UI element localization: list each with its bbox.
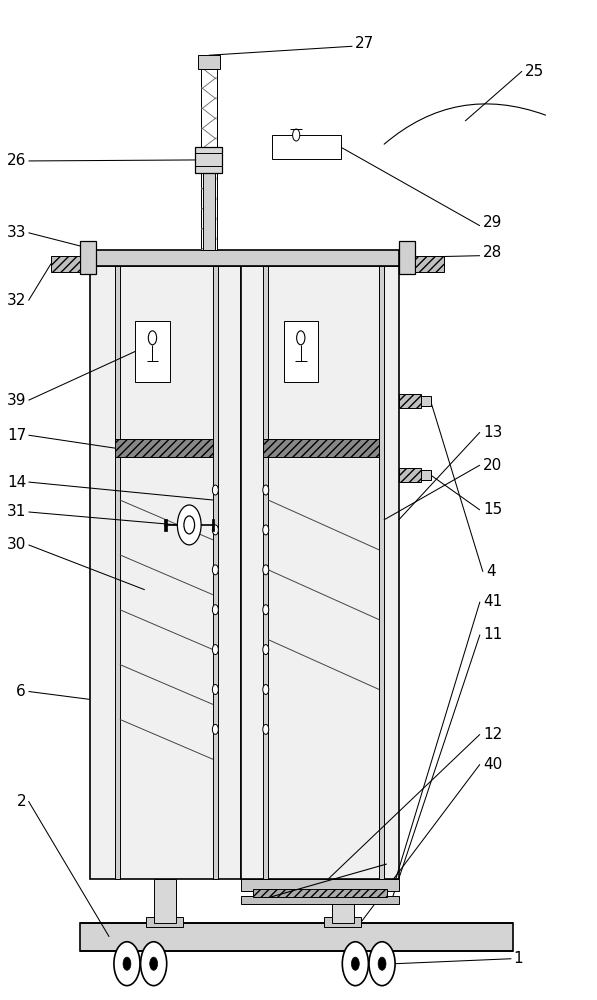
Circle shape <box>263 645 269 655</box>
Text: 40: 40 <box>483 757 502 772</box>
Bar <box>153 879 176 923</box>
Bar <box>421 470 430 480</box>
Bar <box>136 321 170 382</box>
Bar <box>241 266 399 879</box>
Bar <box>263 266 268 879</box>
Circle shape <box>213 485 219 495</box>
Circle shape <box>297 331 305 345</box>
Text: 4: 4 <box>486 564 496 579</box>
Bar <box>195 147 223 173</box>
Text: 26: 26 <box>7 153 26 168</box>
Bar <box>253 889 387 897</box>
Bar <box>51 256 79 272</box>
Text: 30: 30 <box>7 537 26 552</box>
Bar <box>263 439 379 457</box>
Text: 17: 17 <box>7 428 26 443</box>
Bar <box>212 519 214 531</box>
Circle shape <box>213 645 219 655</box>
Bar <box>399 468 421 482</box>
Text: 25: 25 <box>524 64 544 79</box>
Circle shape <box>150 957 158 970</box>
Circle shape <box>263 684 269 694</box>
Bar <box>284 321 318 382</box>
Bar <box>79 241 96 274</box>
Circle shape <box>263 485 269 495</box>
Text: 20: 20 <box>483 458 502 473</box>
Circle shape <box>114 942 140 986</box>
Circle shape <box>263 605 269 615</box>
Circle shape <box>123 957 131 970</box>
Circle shape <box>263 525 269 535</box>
Circle shape <box>263 565 269 575</box>
Bar <box>90 266 241 879</box>
Circle shape <box>148 331 156 345</box>
Text: 11: 11 <box>483 627 502 642</box>
Bar <box>203 173 215 250</box>
Circle shape <box>263 724 269 734</box>
Bar <box>331 879 354 923</box>
Circle shape <box>213 605 219 615</box>
Circle shape <box>213 684 219 694</box>
Bar <box>90 250 399 266</box>
Circle shape <box>213 565 219 575</box>
Circle shape <box>293 129 300 141</box>
Circle shape <box>213 724 219 734</box>
Text: 6: 6 <box>16 684 26 699</box>
Bar <box>164 519 167 531</box>
Bar <box>115 439 213 457</box>
Text: 15: 15 <box>483 502 502 517</box>
Bar <box>399 394 421 408</box>
Bar <box>213 266 218 879</box>
Bar <box>115 266 120 879</box>
Bar <box>272 135 340 159</box>
Text: 29: 29 <box>483 215 502 230</box>
Circle shape <box>213 525 219 535</box>
Bar <box>399 241 416 274</box>
Bar <box>416 256 444 272</box>
Circle shape <box>177 505 201 545</box>
Circle shape <box>141 942 167 986</box>
Text: 14: 14 <box>7 475 26 490</box>
Bar <box>79 923 513 951</box>
Text: 33: 33 <box>7 225 26 240</box>
Circle shape <box>342 942 368 986</box>
Bar <box>421 396 430 406</box>
Circle shape <box>369 942 395 986</box>
Bar <box>201 69 217 250</box>
Bar <box>241 896 399 904</box>
Text: 31: 31 <box>7 504 26 519</box>
Text: 28: 28 <box>483 245 502 260</box>
Text: 1: 1 <box>514 951 524 966</box>
Text: 13: 13 <box>483 425 502 440</box>
Circle shape <box>352 957 359 970</box>
Circle shape <box>378 957 386 970</box>
Text: 32: 32 <box>7 293 26 308</box>
Text: 12: 12 <box>483 727 502 742</box>
Text: 27: 27 <box>355 36 374 51</box>
Bar <box>379 266 384 879</box>
Bar <box>198 55 220 69</box>
Text: 39: 39 <box>7 393 26 408</box>
Text: 2: 2 <box>17 794 26 809</box>
Circle shape <box>184 516 195 534</box>
Bar <box>146 917 183 927</box>
Text: 41: 41 <box>483 594 502 609</box>
Bar <box>241 879 399 891</box>
Bar <box>324 917 361 927</box>
